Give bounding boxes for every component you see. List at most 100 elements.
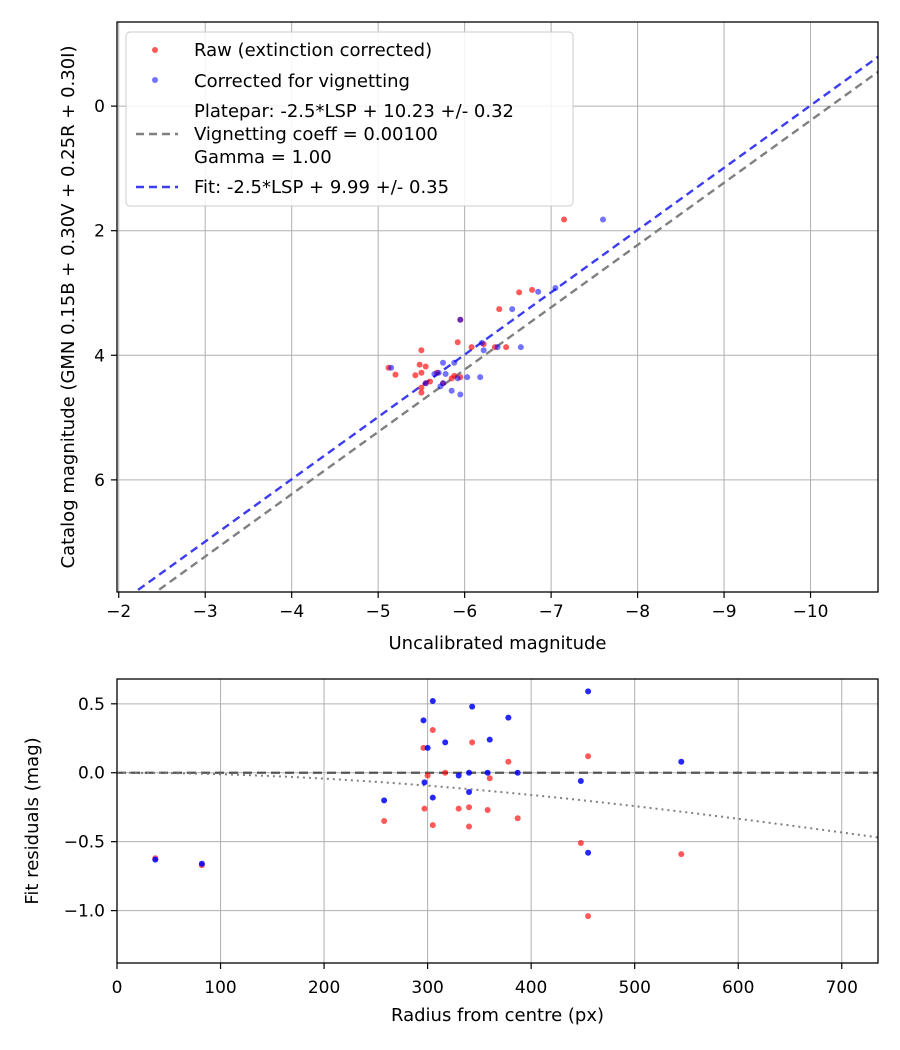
y-tick-label: −0.5 [64, 833, 105, 853]
x-tick-label: 400 [515, 978, 547, 998]
x-tick-label: −3 [193, 602, 218, 622]
corrected-residual-point [442, 739, 449, 746]
corrected-residual-point [577, 778, 584, 785]
corrected-point [388, 364, 395, 371]
raw-residual-point [381, 818, 388, 824]
raw-residual-point [469, 739, 476, 746]
y-tick-label: 0.0 [78, 764, 105, 784]
raw-residual-point [466, 804, 473, 811]
legend-label-vignetting-coeff: Vignetting coeff = 0.00100 [194, 124, 438, 145]
legend-marker-corrected [152, 77, 158, 83]
x-tick-label: 700 [826, 978, 858, 998]
corrected-point [552, 285, 559, 291]
corrected-point [451, 359, 458, 366]
corrected-point [464, 374, 471, 381]
legend-label-corrected: Corrected for vignetting [194, 71, 410, 92]
x-tick-label: −8 [625, 602, 650, 622]
legend-label-fit: Fit: -2.5*LSP + 9.99 +/- 0.35 [194, 177, 449, 198]
data-points [152, 688, 685, 920]
x-tick-label: −7 [539, 602, 564, 622]
corrected-point [454, 375, 461, 382]
raw-residual-point [455, 805, 462, 812]
residuals-chart: 0 100 200 300 400 500 600 700 0.5 0.0 −0.5 −1.0 Rad… [22, 678, 879, 1026]
corrected-residual-point [152, 856, 159, 863]
data-points [385, 216, 607, 398]
corrected-residual-point [466, 769, 473, 776]
corrected-residual-point [420, 717, 427, 724]
corrected-point [494, 344, 501, 351]
raw-residual-point [585, 753, 592, 760]
legend-label-platepar: Platepar: -2.5*LSP + 10.23 +/- 0.32 [194, 101, 514, 122]
corrected-residual-point [678, 758, 685, 765]
raw-residual-point [678, 851, 685, 858]
legend-label-gamma: Gamma = 1.00 [194, 147, 332, 168]
raw-residual-point [505, 758, 512, 765]
x-axis-label: Radius from centre (px) [391, 1005, 604, 1026]
raw-residual-point [429, 822, 436, 829]
corrected-point [509, 306, 516, 313]
x-tick-label: 600 [722, 978, 754, 998]
raw-point [418, 384, 425, 391]
y-axis-label: Fit residuals (mag) [22, 737, 43, 904]
corrected-residual-point [424, 744, 431, 751]
legend: Raw (extinction corrected) Corrected for… [125, 31, 574, 207]
corrected-point [457, 391, 464, 398]
raw-residual-point [514, 815, 521, 822]
raw-point [516, 289, 523, 296]
x-tick-label: 300 [411, 978, 443, 998]
corrected-point [457, 316, 464, 323]
corrected-point [422, 380, 429, 387]
raw-residual-point [442, 769, 449, 776]
plot-frame [116, 21, 879, 593]
fit-line [133, 55, 878, 592]
raw-residual-point [585, 913, 592, 920]
raw-point [454, 339, 461, 346]
raw-residual-point [421, 805, 428, 812]
legend-marker-raw [152, 47, 158, 53]
y-tick-label: 2 [94, 222, 105, 242]
grid [116, 679, 878, 963]
raw-point [422, 363, 429, 370]
corrected-residual-point [198, 860, 205, 867]
corrected-residual-point [585, 849, 592, 856]
corrected-residual-point [514, 769, 521, 776]
raw-residual-point [486, 775, 493, 782]
corrected-point [477, 374, 484, 381]
legend-box [125, 31, 574, 207]
corrected-residual-point [455, 772, 462, 779]
corrected-point [448, 387, 455, 394]
raw-point [392, 371, 399, 378]
x-tick-label: −4 [279, 602, 304, 622]
corrected-point [535, 288, 542, 295]
corrected-residual-point [486, 736, 493, 743]
raw-residual-point [484, 806, 491, 813]
raw-point [529, 286, 536, 293]
raw-point [412, 372, 419, 379]
corrected-point [440, 359, 447, 366]
corrected-residual-point [381, 797, 388, 804]
corrected-point [517, 344, 524, 351]
raw-point [418, 369, 425, 376]
raw-residual-point [429, 727, 436, 734]
corrected-point [480, 347, 487, 354]
corrected-point [442, 370, 449, 377]
y-tick-label: 0.5 [78, 695, 105, 715]
raw-residual-point [424, 772, 431, 779]
corrected-residual-point [469, 703, 476, 710]
y-axis-label: Catalog magnitude (GMN 0.15B + 0.30V + 0… [58, 45, 79, 568]
vignetting-curve [117, 771, 878, 839]
raw-residual-point [466, 823, 473, 830]
x-tick-label: −6 [452, 602, 477, 622]
x-tick-label: 500 [618, 978, 650, 998]
corrected-residual-point [429, 794, 436, 801]
y-tick-label: −1.0 [64, 902, 105, 922]
raw-point [503, 344, 510, 351]
raw-point [561, 216, 568, 223]
y-tick-label: 6 [94, 471, 105, 491]
corrected-point [600, 216, 607, 223]
x-tick-label: −2 [106, 602, 131, 622]
raw-point [416, 361, 423, 368]
raw-residual-point [577, 840, 584, 847]
raw-point [418, 347, 425, 354]
corrected-point [478, 339, 485, 346]
